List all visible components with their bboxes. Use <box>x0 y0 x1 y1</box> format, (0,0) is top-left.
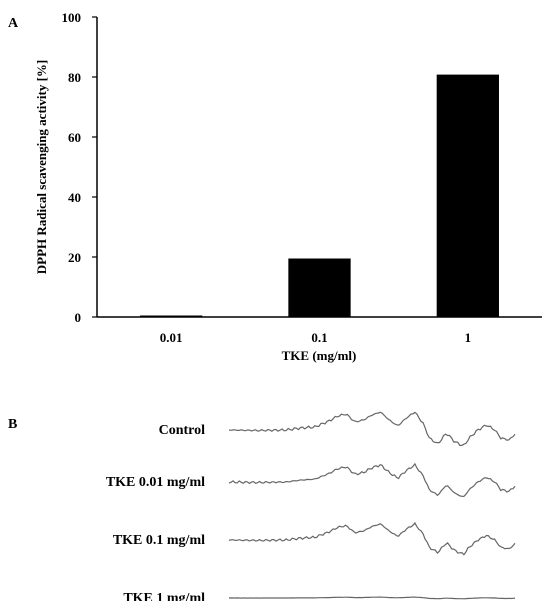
bars <box>140 74 499 317</box>
esr-trace-3 <box>228 596 516 600</box>
esr-spectra: Control TKE 0.01 mg/ml TKE 0.1 mg/ml TKE 1 … <box>106 411 516 601</box>
y-tick-label-80: 80 <box>68 70 81 85</box>
y-axis-title: DPPH Radical scavenging activity [%] <box>34 60 49 274</box>
x-tick-labels: 0.01 0.1 1 <box>160 330 471 345</box>
panel-b-label: B <box>8 417 17 432</box>
x-tick-label-0.1: 0.1 <box>311 330 327 345</box>
x-tick-label-1: 1 <box>465 330 472 345</box>
esr-label-0: Control <box>159 423 206 438</box>
y-tick-label-40: 40 <box>68 190 81 205</box>
esr-trace-0 <box>228 411 516 446</box>
y-tick-label-20: 20 <box>68 250 81 265</box>
y-tick-label-0: 0 <box>75 310 82 325</box>
bar-0.1 <box>288 258 351 317</box>
y-tick-labels: 0 20 40 60 80 100 <box>62 10 97 325</box>
bar-chart: 0 20 40 60 80 100 0.01 0.1 1 DPPH Radical scave… <box>34 10 542 363</box>
esr-trace-2 <box>228 521 516 556</box>
esr-trace-1 <box>228 462 516 498</box>
y-tick-label-60: 60 <box>68 130 81 145</box>
esr-label-3: TKE 1 mg/ml <box>123 591 205 601</box>
x-tick-label-0.01: 0.01 <box>160 330 183 345</box>
x-axis-title: TKE (mg/ml) <box>282 348 357 363</box>
bar-1 <box>436 74 499 317</box>
panel-a-label: A <box>8 16 19 31</box>
y-tick-label-100: 100 <box>62 10 82 25</box>
esr-label-1: TKE 0.01 mg/ml <box>106 475 205 490</box>
esr-label-2: TKE 0.1 mg/ml <box>113 533 205 548</box>
